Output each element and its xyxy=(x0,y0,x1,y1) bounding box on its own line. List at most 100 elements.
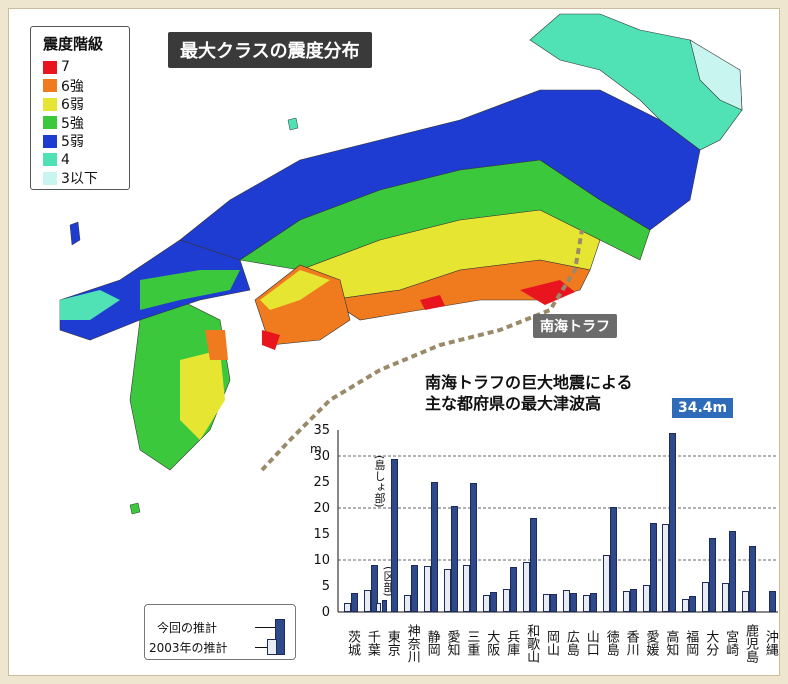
bar-current xyxy=(390,458,398,612)
bar-current xyxy=(709,538,717,612)
y-tick: 10 xyxy=(313,553,330,568)
bar-2003 xyxy=(523,562,531,612)
map-kyushu-orange xyxy=(205,330,228,360)
bar-current xyxy=(669,433,677,612)
category-label: 茨城 xyxy=(345,630,360,656)
key-current-bar xyxy=(275,619,285,655)
legend-item: 3以下 xyxy=(43,169,129,188)
key-previous-leader xyxy=(255,647,271,648)
chart-gridlines xyxy=(338,455,778,561)
bar-2003 xyxy=(662,523,670,612)
category-label: 福岡 xyxy=(683,630,699,656)
bar-current xyxy=(550,593,557,612)
key-previous-label: 2003年の推計 xyxy=(149,641,228,655)
category-label: 愛知 xyxy=(444,630,460,656)
category-label: 宮崎 xyxy=(723,630,739,656)
legend-swatch xyxy=(43,171,57,185)
bar-2003 xyxy=(582,594,590,612)
y-tick: 15 xyxy=(313,527,330,542)
bar-2003 xyxy=(363,590,371,612)
map-shikoku-yellow xyxy=(260,270,330,310)
map-chugoku-green xyxy=(140,270,240,310)
chart-title: 南海トラフの巨大地震による 主な都府県の最大津波高 xyxy=(425,372,633,414)
legend-item: 6強 xyxy=(43,77,129,96)
bar-tokyo-ward xyxy=(375,602,381,612)
bar-2003 xyxy=(483,594,491,612)
legend-item: 5弱 xyxy=(43,132,129,151)
bar-2003 xyxy=(642,585,650,612)
bar-2003 xyxy=(742,590,749,612)
bar-2003 xyxy=(543,593,550,612)
bar-current xyxy=(410,565,418,612)
key-current-label: 今回の推計 xyxy=(157,621,218,635)
bar-current xyxy=(569,592,577,612)
y-tick: 25 xyxy=(313,475,330,490)
trough-line xyxy=(260,229,584,472)
map-tohoku-light xyxy=(689,39,743,111)
category-label: 大阪 xyxy=(484,630,500,656)
category-label: 愛媛 xyxy=(643,630,659,656)
map-kyushu-yellow xyxy=(180,350,225,440)
legend-label: 6弱 xyxy=(61,97,84,114)
y-axis-label: m xyxy=(310,442,322,456)
category-label: 大分 xyxy=(703,630,719,656)
legend-title: 震度階級 xyxy=(43,35,104,53)
chart-key: 今回の推計 2003年の推計 xyxy=(144,604,296,660)
bar-2003 xyxy=(562,590,570,612)
bar-current xyxy=(768,591,776,612)
category-label: 三重 xyxy=(464,630,480,656)
bar-current xyxy=(589,593,597,612)
bar-2003 xyxy=(682,599,690,612)
bar-2003 xyxy=(463,564,471,612)
intensity-legend: 震度階級 7 6強 6弱 5強 5弱 4 3以下 xyxy=(30,26,130,190)
legend-swatch xyxy=(43,134,57,148)
legend-swatch xyxy=(43,116,57,130)
bar-current xyxy=(649,522,657,612)
bar-current xyxy=(689,595,697,612)
legend-swatch xyxy=(43,60,57,74)
category-label: 徳島 xyxy=(603,630,619,656)
bar-2003 xyxy=(443,569,451,612)
bar-current xyxy=(450,506,458,612)
map-tohoku xyxy=(529,13,743,151)
bar-current xyxy=(370,565,378,612)
map-coast-red-1 xyxy=(520,280,575,305)
bar-current xyxy=(629,589,637,612)
category-label: 鹿児島 xyxy=(743,623,758,663)
category-label: 沖縄 xyxy=(762,630,778,656)
bar-2003 xyxy=(622,591,630,612)
legend-item: 6弱 xyxy=(43,95,129,114)
y-tick: 20 xyxy=(313,501,330,516)
legend-label: 6強 xyxy=(61,78,84,95)
legend-label: 7 xyxy=(61,59,70,76)
bar-tokyo-ward xyxy=(381,599,387,612)
bar-current xyxy=(609,506,617,612)
bar-2003 xyxy=(503,588,511,612)
bar-2003 xyxy=(602,555,610,612)
map-title: 最大クラスの震度分布 xyxy=(168,32,372,68)
y-tick: 0 xyxy=(322,605,330,620)
category-label: 山口 xyxy=(583,630,599,656)
key-current-leader xyxy=(255,627,279,628)
map-island-3 xyxy=(129,502,141,515)
category-label: 神奈川 xyxy=(404,623,420,663)
category-label: 東京 xyxy=(384,630,400,656)
legend-label: 5弱 xyxy=(61,134,84,151)
legend-swatch xyxy=(43,153,57,167)
y-tick: 35 xyxy=(313,423,330,438)
chart-title-line2: 主な都府県の最大津波高 xyxy=(425,394,602,413)
map-chugoku-teal xyxy=(60,290,120,320)
bar-current xyxy=(530,517,538,612)
bar-current xyxy=(510,566,518,612)
chart-axis xyxy=(337,430,778,613)
bar-2003 xyxy=(403,594,411,612)
bar-current xyxy=(749,545,756,612)
bar-2003 xyxy=(722,582,730,612)
y-tick: 30 xyxy=(313,449,330,464)
map-coast-red-2 xyxy=(420,295,445,310)
bar-2003 xyxy=(423,565,431,612)
bar-current xyxy=(351,593,358,612)
category-label: 高知 xyxy=(663,630,679,656)
map-shikoku-red xyxy=(262,330,280,350)
